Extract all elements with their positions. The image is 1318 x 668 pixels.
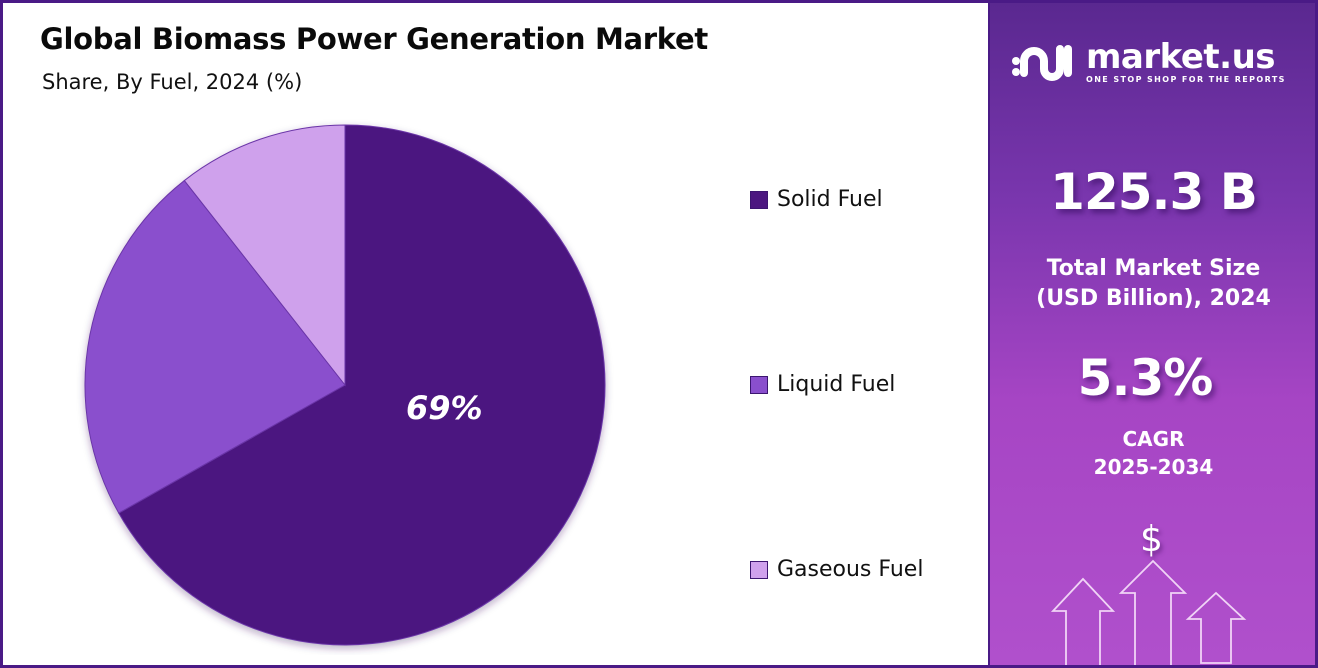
brand-tagline: ONE STOP SHOP FOR THE REPORTS bbox=[1086, 75, 1286, 84]
market-size-label-line2: (USD Billion), 2024 bbox=[1036, 286, 1271, 311]
cagr-label-line1: CAGR bbox=[1122, 427, 1185, 451]
brand-logo[interactable]: market.us ONE STOP SHOP FOR THE REPORTS bbox=[1010, 39, 1286, 87]
legend-label: Solid Fuel bbox=[777, 187, 883, 212]
legend-item-gaseous-fuel[interactable]: Gaseous Fuel bbox=[750, 557, 923, 582]
legend-label: Liquid Fuel bbox=[777, 372, 896, 397]
liquid-fuel-swatch-icon bbox=[750, 375, 768, 394]
cagr-value: 5.3% bbox=[1077, 349, 1214, 407]
pie-chart-svg bbox=[84, 124, 606, 646]
solid-fuel-percentage-label: 69% bbox=[406, 389, 483, 427]
pie-chart bbox=[75, 115, 615, 655]
pie-slice-liquid-fuel[interactable] bbox=[84, 179, 346, 514]
legend-item-liquid-fuel[interactable]: Liquid Fuel bbox=[750, 372, 895, 397]
market-size-label-line1: Total Market Size bbox=[1046, 256, 1261, 281]
market-us-logo-icon bbox=[1012, 45, 1072, 81]
pie-slice-solid-fuel[interactable] bbox=[118, 124, 606, 646]
cagr-label: CAGR 2025-2034 bbox=[990, 425, 1317, 481]
legend-label: Gaseous Fuel bbox=[777, 557, 924, 582]
pie-slice-gaseous-fuel[interactable] bbox=[183, 124, 346, 387]
brand-name: market.us bbox=[1086, 37, 1276, 77]
chart-subtitle: Share, By Fuel, 2024 (%) bbox=[42, 70, 303, 94]
growth-arrows-icon bbox=[1050, 559, 1247, 665]
cagr-label-line2: 2025-2034 bbox=[1093, 455, 1214, 479]
gaseous-fuel-swatch-icon bbox=[750, 560, 768, 579]
summary-side-panel: market.us ONE STOP SHOP FOR THE REPORTS … bbox=[988, 3, 1315, 665]
chart-title: Global Biomass Power Generation Market bbox=[40, 22, 708, 56]
market-size-value: 125.3 B bbox=[1050, 163, 1258, 221]
market-size-label: Total Market Size (USD Billion), 2024 bbox=[990, 254, 1317, 314]
legend-item-solid-fuel[interactable]: Solid Fuel bbox=[750, 187, 883, 212]
dollar-icon: $ bbox=[1140, 519, 1163, 560]
solid-fuel-swatch-icon bbox=[750, 190, 768, 209]
